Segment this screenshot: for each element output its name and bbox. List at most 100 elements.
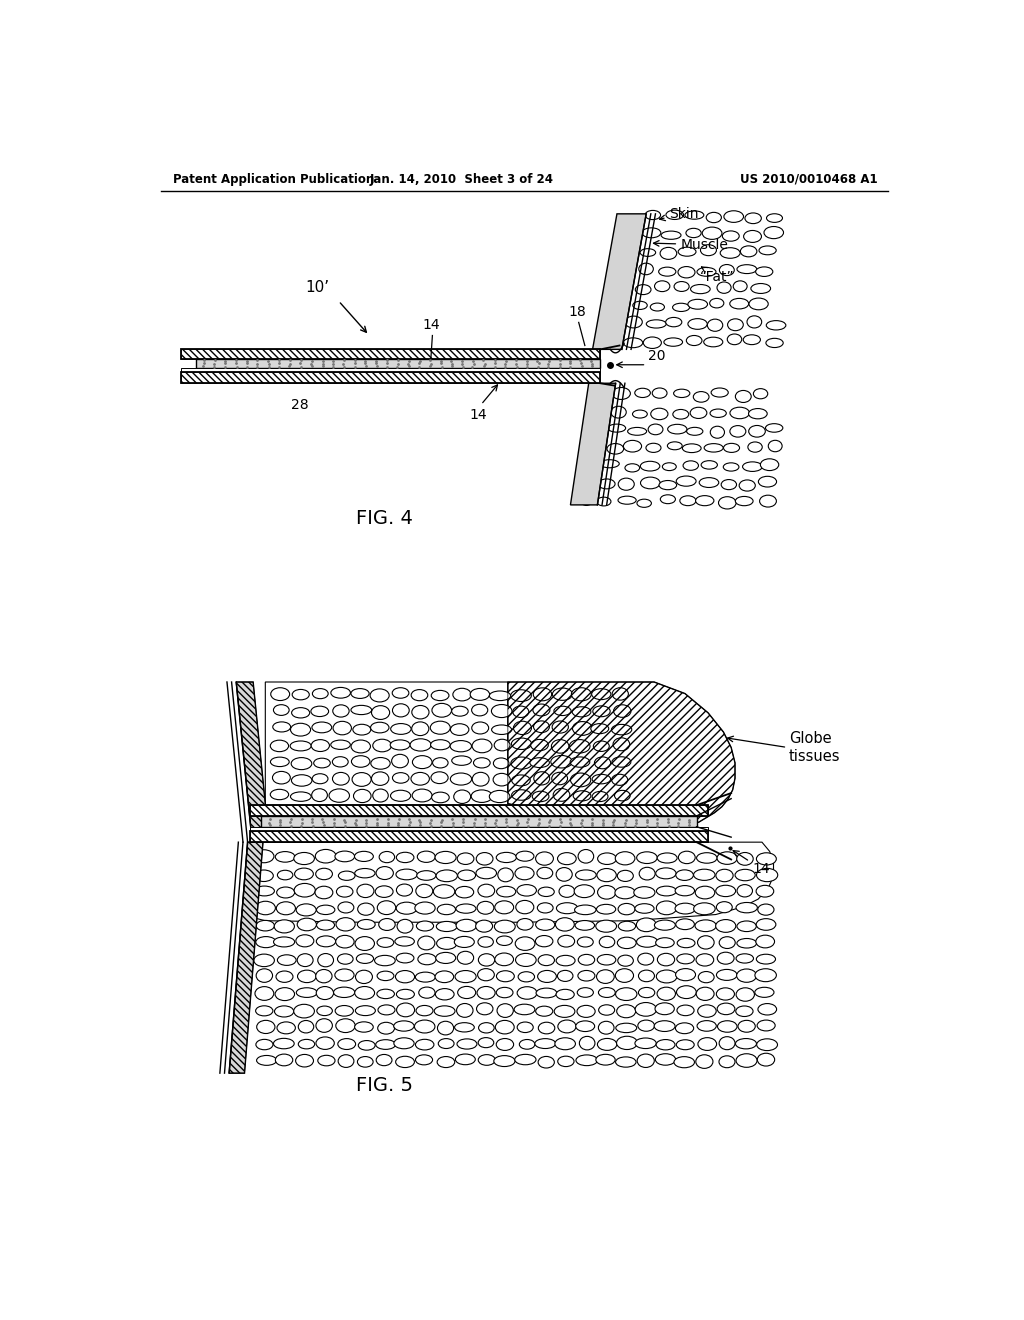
Ellipse shape — [711, 388, 728, 397]
Ellipse shape — [312, 689, 328, 698]
Ellipse shape — [598, 987, 615, 998]
Polygon shape — [180, 368, 600, 372]
Ellipse shape — [517, 987, 537, 999]
Ellipse shape — [256, 920, 274, 931]
Ellipse shape — [618, 478, 634, 490]
Ellipse shape — [717, 952, 734, 964]
Ellipse shape — [756, 919, 776, 931]
Polygon shape — [229, 842, 263, 1073]
Ellipse shape — [515, 1055, 536, 1065]
Ellipse shape — [315, 869, 333, 879]
Ellipse shape — [743, 231, 762, 243]
Ellipse shape — [497, 886, 516, 898]
Ellipse shape — [676, 477, 696, 486]
Ellipse shape — [396, 989, 415, 999]
Polygon shape — [196, 359, 600, 368]
Ellipse shape — [536, 1006, 553, 1016]
Ellipse shape — [682, 444, 701, 453]
Ellipse shape — [586, 461, 597, 470]
Ellipse shape — [764, 227, 783, 239]
Ellipse shape — [511, 690, 531, 701]
Ellipse shape — [581, 496, 592, 506]
Ellipse shape — [677, 939, 695, 948]
Ellipse shape — [538, 903, 553, 913]
Ellipse shape — [748, 442, 762, 453]
Ellipse shape — [579, 850, 594, 863]
Ellipse shape — [618, 903, 635, 915]
Ellipse shape — [539, 954, 554, 966]
Ellipse shape — [415, 1020, 435, 1034]
Ellipse shape — [416, 1039, 434, 1049]
Ellipse shape — [603, 331, 617, 339]
Ellipse shape — [351, 741, 371, 752]
Text: Skin: Skin — [659, 207, 699, 220]
Ellipse shape — [290, 741, 311, 751]
Ellipse shape — [557, 970, 573, 982]
Ellipse shape — [695, 886, 715, 899]
Ellipse shape — [755, 987, 774, 998]
Ellipse shape — [435, 989, 454, 1001]
Ellipse shape — [624, 441, 642, 451]
Ellipse shape — [373, 789, 388, 803]
Ellipse shape — [678, 267, 695, 279]
Ellipse shape — [575, 1020, 595, 1031]
Ellipse shape — [662, 231, 681, 239]
Text: FIG. 4: FIG. 4 — [356, 508, 413, 528]
Ellipse shape — [472, 739, 492, 752]
Ellipse shape — [352, 772, 371, 787]
Ellipse shape — [494, 758, 509, 768]
Ellipse shape — [351, 705, 372, 714]
Text: 14: 14 — [733, 850, 770, 876]
Ellipse shape — [740, 246, 757, 257]
Ellipse shape — [518, 972, 535, 982]
Ellipse shape — [702, 227, 722, 239]
Ellipse shape — [437, 904, 456, 915]
Ellipse shape — [597, 869, 616, 882]
Ellipse shape — [415, 902, 435, 913]
Ellipse shape — [370, 689, 389, 702]
Ellipse shape — [580, 1036, 595, 1049]
Ellipse shape — [256, 1039, 273, 1049]
Ellipse shape — [697, 1005, 716, 1018]
Ellipse shape — [639, 970, 654, 982]
Ellipse shape — [595, 756, 610, 768]
Ellipse shape — [635, 1002, 656, 1016]
Ellipse shape — [434, 1006, 455, 1016]
Ellipse shape — [496, 1020, 514, 1034]
Ellipse shape — [574, 884, 595, 898]
Ellipse shape — [376, 866, 393, 879]
Ellipse shape — [656, 1040, 675, 1049]
Ellipse shape — [413, 789, 432, 803]
Ellipse shape — [598, 853, 616, 865]
Ellipse shape — [392, 704, 410, 717]
Ellipse shape — [316, 986, 334, 999]
Ellipse shape — [555, 1038, 575, 1049]
Text: Jan. 14, 2010  Sheet 3 of 24: Jan. 14, 2010 Sheet 3 of 24 — [370, 173, 554, 186]
Ellipse shape — [436, 870, 458, 882]
Ellipse shape — [536, 851, 553, 865]
Polygon shape — [570, 383, 615, 506]
Ellipse shape — [690, 285, 711, 293]
Ellipse shape — [311, 739, 330, 751]
Ellipse shape — [673, 409, 689, 418]
Ellipse shape — [478, 1023, 495, 1034]
Ellipse shape — [296, 987, 317, 998]
Polygon shape — [250, 842, 773, 923]
Ellipse shape — [572, 706, 591, 717]
Ellipse shape — [256, 1006, 272, 1016]
Ellipse shape — [724, 444, 739, 453]
Ellipse shape — [338, 954, 353, 964]
Ellipse shape — [700, 244, 717, 256]
Ellipse shape — [680, 496, 696, 506]
Ellipse shape — [329, 789, 349, 803]
Ellipse shape — [413, 755, 432, 768]
Ellipse shape — [687, 428, 702, 436]
Ellipse shape — [664, 338, 683, 346]
Ellipse shape — [455, 970, 476, 982]
Ellipse shape — [637, 851, 657, 863]
Ellipse shape — [416, 1006, 433, 1016]
Ellipse shape — [534, 688, 552, 701]
Ellipse shape — [685, 211, 703, 219]
Ellipse shape — [377, 972, 394, 981]
Ellipse shape — [270, 789, 289, 800]
